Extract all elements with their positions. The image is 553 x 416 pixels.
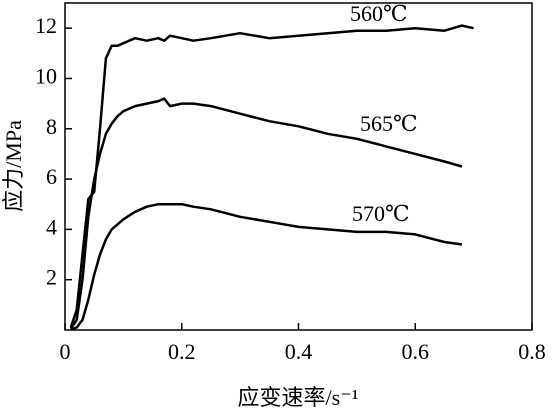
x-tick-label: 0.6 (402, 339, 430, 364)
line (70, 202, 463, 331)
y-tick-label: 6 (46, 164, 57, 189)
x-tick-label: 0.2 (168, 339, 196, 364)
x-tick-label: 0.8 (518, 339, 546, 364)
x-axis-label: 应变速率/s⁻¹ (238, 385, 359, 410)
y-tick-label: 4 (46, 214, 57, 239)
y-tick-label: 12 (35, 13, 57, 38)
series-label: 560℃ (350, 1, 408, 26)
x-tick-label: 0 (60, 339, 71, 364)
y-tick-label: 8 (46, 114, 57, 139)
y-axis-label: 应力/MPa (1, 120, 26, 212)
series-label: 570℃ (352, 201, 410, 226)
y-tick-label: 10 (35, 64, 57, 89)
line (69, 24, 474, 328)
x-tick-label: 0.4 (285, 339, 313, 364)
series-label: 565℃ (360, 111, 418, 136)
y-tick-label: 2 (46, 265, 57, 290)
plot-frame (64, 2, 533, 331)
line (69, 97, 463, 330)
